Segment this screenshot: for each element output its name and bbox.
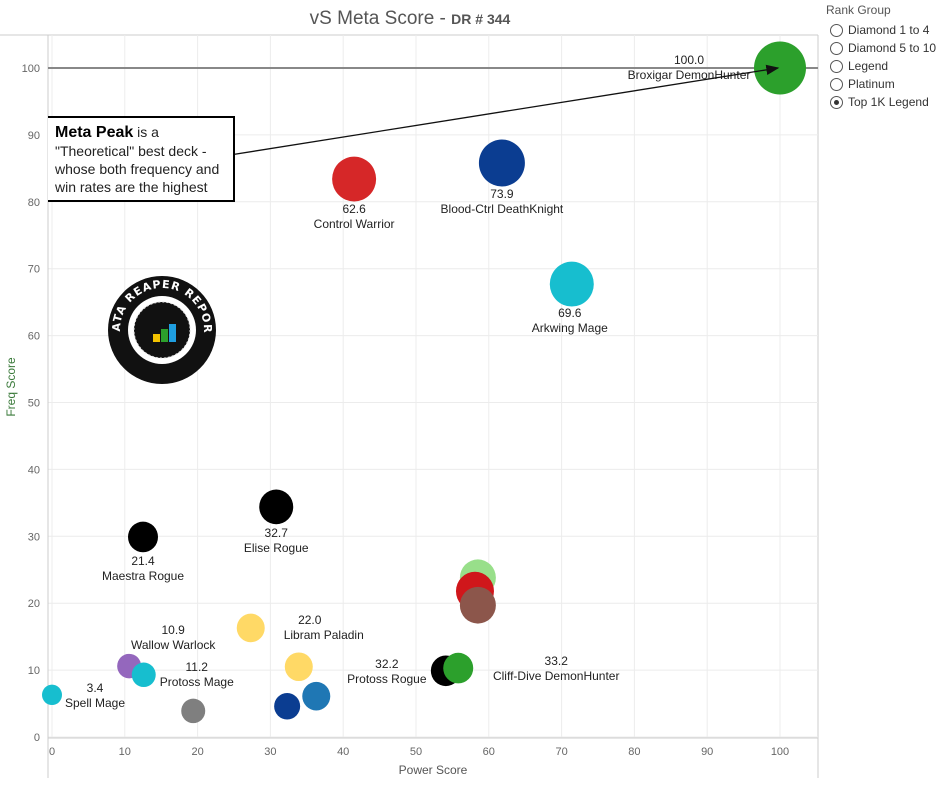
radio-icon[interactable] xyxy=(830,95,843,109)
data-label-value: 32.2 xyxy=(375,657,399,671)
data-point xyxy=(42,684,62,706)
data-label-value: 3.4 xyxy=(87,681,104,695)
data-label-name: Protoss Rogue xyxy=(347,672,427,686)
data-label-value: 22.0 xyxy=(298,613,322,627)
y-tick-label: 100 xyxy=(22,63,40,75)
x-axis-title: Power Score xyxy=(399,763,468,777)
data-label-value: 69.6 xyxy=(558,306,582,320)
rank-option[interactable]: Diamond 1 to 4 xyxy=(826,21,936,39)
filter-title: Rank Group xyxy=(826,3,891,17)
data-label-value: 21.4 xyxy=(131,554,155,568)
x-tick-label: 0 xyxy=(49,746,55,758)
data-point xyxy=(459,586,496,624)
data-label-name: Cliff-Dive DemonHunter xyxy=(493,669,620,683)
data-point xyxy=(443,652,474,684)
y-tick-label: 30 xyxy=(28,531,40,543)
rank-option-label: Diamond 1 to 4 xyxy=(848,23,930,37)
radio-icon[interactable] xyxy=(830,59,843,73)
y-tick-label: 70 xyxy=(28,264,40,276)
radio-icon[interactable] xyxy=(830,77,843,91)
x-tick-label: 70 xyxy=(555,746,567,758)
data-label-value: 11.2 xyxy=(185,660,208,674)
rank-option-label: Platinum xyxy=(848,77,895,91)
x-tick-label: 10 xyxy=(119,746,131,758)
logo-bar xyxy=(153,334,160,342)
y-tick-label: 20 xyxy=(28,598,40,610)
data-point xyxy=(181,698,206,724)
data-label-name: Maestra Rogue xyxy=(102,569,184,583)
data-label-name: Control Warrior xyxy=(314,217,395,231)
rank-option[interactable]: Platinum xyxy=(826,75,936,93)
title-main: vS Meta Score - xyxy=(309,8,452,29)
data-point xyxy=(332,156,377,202)
data-label-name: Protoss Mage xyxy=(160,675,234,689)
data-point xyxy=(259,489,294,525)
data-label-name: Broxigar DemonHunter xyxy=(628,68,751,82)
data-label-name: Spell Mage xyxy=(65,696,125,710)
rank-option[interactable]: Legend xyxy=(826,57,936,75)
data-label-value: 100.0 xyxy=(674,53,704,67)
data-point xyxy=(131,662,156,688)
y-tick-label: 10 xyxy=(28,665,40,677)
rank-option[interactable]: Diamond 5 to 10 xyxy=(826,39,936,57)
data-point xyxy=(284,652,313,682)
radio-icon[interactable] xyxy=(830,23,843,37)
x-tick-label: 90 xyxy=(701,746,713,758)
y-tick-label: 60 xyxy=(28,331,40,343)
data-point xyxy=(128,521,158,553)
x-tick-label: 50 xyxy=(410,746,422,758)
rank-group-filter: Rank Group Diamond 1 to 4 Diamond 5 to 10… xyxy=(826,3,936,111)
data-label-name: Libram Paladin xyxy=(284,628,364,642)
data-label-name: Arkwing Mage xyxy=(532,321,608,335)
rank-option[interactable]: Top 1K Legend xyxy=(826,93,936,111)
y-axis-title: Freq Score xyxy=(4,357,18,417)
annotation-bold: Meta Peak xyxy=(55,124,134,141)
data-label-value: 62.6 xyxy=(342,202,366,216)
x-tick-label: 100 xyxy=(771,746,789,758)
x-tick-label: 60 xyxy=(483,746,495,758)
meta-peak-annotation: Meta Peak is a "Theoretical" best deck -… xyxy=(48,116,235,202)
title-sub: DR # 344 xyxy=(451,11,511,27)
data-label-value: 32.7 xyxy=(265,526,289,540)
data-reaper-logo: DATA REAPER REPORT xyxy=(108,276,216,384)
y-tick-label: 40 xyxy=(28,464,40,476)
data-label-name: Wallow Warlock xyxy=(131,638,216,652)
x-tick-label: 80 xyxy=(628,746,640,758)
radio-icon[interactable] xyxy=(830,41,843,55)
logo-bar xyxy=(161,329,168,342)
data-point xyxy=(274,692,301,720)
x-tick-label: 40 xyxy=(337,746,349,758)
data-point xyxy=(236,613,265,643)
y-tick-label: 50 xyxy=(28,398,40,410)
annotation-arrow xyxy=(229,64,780,156)
y-tick-label: 80 xyxy=(28,197,40,209)
data-label-value: 33.2 xyxy=(545,654,569,668)
rank-option-label: Diamond 5 to 10 xyxy=(848,41,937,55)
x-tick-label: 30 xyxy=(264,746,276,758)
data-point xyxy=(754,41,806,95)
data-label-value: 10.9 xyxy=(161,623,185,637)
y-tick-label: 0 xyxy=(34,732,40,744)
data-label-value: 73.9 xyxy=(490,187,514,201)
rank-option-label: Top 1K Legend xyxy=(848,95,929,109)
data-label-name: Blood-Ctrl DeathKnight xyxy=(441,202,564,216)
data-point xyxy=(478,139,525,187)
data-point xyxy=(549,261,594,307)
y-tick-label: 90 xyxy=(28,130,40,142)
logo-bar xyxy=(169,324,176,342)
chart-title: vS Meta Score - DR # 344 xyxy=(0,8,820,30)
data-label-name: Elise Rogue xyxy=(244,541,309,555)
x-tick-label: 20 xyxy=(191,746,203,758)
annotation-text: is a "Theoretical" best deck - whose bot… xyxy=(55,124,220,195)
data-point xyxy=(302,681,331,711)
rank-option-label: Legend xyxy=(848,59,889,73)
